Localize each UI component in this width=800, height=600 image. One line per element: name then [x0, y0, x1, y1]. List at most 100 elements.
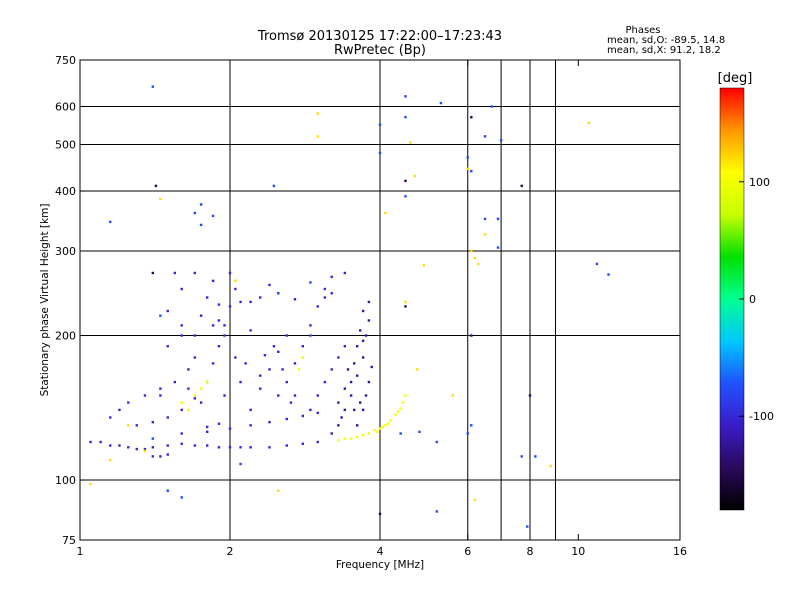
data-point-2-3 — [355, 435, 359, 439]
data-point-0-64 — [259, 296, 262, 299]
data-point-0-63 — [249, 300, 252, 304]
data-point-3-9 — [490, 105, 493, 108]
data-point-4-15 — [277, 489, 280, 492]
data-point-0-14 — [239, 446, 242, 449]
data-point-0-39 — [193, 334, 197, 337]
data-point-4-1 — [316, 135, 319, 138]
data-point-3-4 — [199, 223, 203, 227]
y-tick-label-7: 750 — [55, 54, 76, 67]
colorbar-ticks: 100 0 -100 — [739, 176, 774, 423]
data-point-0-29 — [228, 305, 232, 308]
data-point-3-15 — [466, 156, 469, 159]
data-point-1-11 — [370, 365, 373, 369]
data-point-0-84 — [330, 292, 333, 295]
data-point-0-48 — [277, 394, 280, 397]
data-point-3-7 — [404, 95, 407, 98]
data-point-4-5 — [422, 264, 426, 267]
x-tick-label-2: 4 — [377, 545, 384, 558]
stats-heading: Phases — [625, 25, 660, 36]
data-point-2-7 — [378, 427, 382, 430]
data-point-2-21 — [187, 408, 190, 412]
data-point-4-23 — [234, 279, 237, 283]
data-point-1-5 — [361, 356, 365, 359]
data-point-0-88 — [143, 394, 147, 397]
data-point-4-11 — [159, 197, 162, 201]
data-point-0-33 — [228, 427, 232, 430]
data-point-0-83 — [323, 296, 327, 299]
colorbar-tick-label-1: 0 — [749, 293, 756, 306]
y-tick-label-0: 75 — [62, 534, 76, 547]
data-point-2-15 — [381, 425, 384, 429]
data-point-0-38 — [316, 411, 319, 415]
data-point-3-35 — [470, 424, 473, 427]
data-point-3-28 — [180, 496, 183, 499]
data-point-1-2 — [343, 408, 347, 412]
data-point-0-62 — [343, 345, 347, 348]
data-point-0-58 — [316, 394, 319, 397]
data-point-0-49 — [285, 380, 288, 384]
data-point-0-7 — [151, 446, 155, 449]
data-point-4-16 — [451, 394, 455, 397]
data-point-0-16 — [268, 446, 271, 449]
data-point-4-8 — [477, 262, 480, 266]
data-point-3-25 — [534, 455, 537, 458]
data-point-3-13 — [483, 135, 487, 138]
data-point-2-9 — [389, 419, 392, 422]
data-point-0-86 — [118, 408, 121, 412]
data-point-0-47 — [285, 334, 288, 337]
data-point-0-19 — [316, 440, 319, 444]
data-point-0-82 — [249, 329, 252, 332]
data-point-0-109 — [217, 422, 221, 425]
data-point-1-1 — [337, 424, 340, 427]
data-point-3-11 — [404, 116, 407, 119]
data-point-0-56 — [343, 271, 347, 275]
data-point-2-20 — [199, 387, 203, 390]
data-point-0-92 — [223, 394, 226, 397]
data-point-3-17 — [404, 195, 407, 198]
data-point-0-43 — [249, 408, 252, 412]
x-axis-ticks: 1 2 4 6 8 10 16 — [77, 60, 687, 558]
data-point-4-13 — [109, 458, 112, 462]
data-point-0-13 — [228, 446, 232, 449]
data-point-3-23 — [466, 432, 469, 435]
colorbar-label: [deg] — [718, 71, 753, 86]
data-point-3-21 — [595, 262, 599, 266]
data-point-0-2 — [109, 444, 112, 447]
data-point-3-5 — [159, 314, 162, 317]
data-point-1-0 — [330, 432, 333, 435]
data-point-4-4 — [413, 174, 417, 178]
x-tick-label-6: 16 — [673, 545, 687, 558]
data-point-1-18 — [367, 300, 371, 304]
data-point-0-31 — [180, 432, 183, 435]
data-point-0-87 — [127, 401, 130, 404]
data-point-3-24 — [520, 455, 523, 458]
stats-line-o: mean, sd,O: -89.5, 14.8 — [607, 35, 725, 46]
data-point-0-95 — [293, 394, 297, 397]
data-point-2-2 — [349, 437, 353, 440]
plot-area — [79, 59, 681, 541]
data-point-0-72 — [159, 394, 162, 397]
data-point-1-25 — [361, 339, 365, 343]
data-point-0-70 — [187, 368, 190, 371]
x-axis-label: Frequency [MHz] — [336, 559, 424, 571]
data-point-0-89 — [159, 387, 162, 390]
data-point-5-1 — [520, 184, 523, 188]
data-point-4-20 — [415, 368, 419, 371]
x-tick-label-3: 6 — [464, 545, 471, 558]
data-point-3-27 — [526, 525, 529, 528]
data-point-1-6 — [364, 334, 368, 337]
data-point-0-76 — [180, 287, 183, 291]
data-point-2-1 — [343, 437, 347, 440]
data-point-2-8 — [384, 424, 387, 427]
data-point-2-4 — [361, 433, 365, 437]
data-point-2-0 — [337, 439, 340, 442]
data-point-5-7 — [470, 116, 473, 119]
data-point-0-78 — [217, 303, 221, 306]
data-point-5-8 — [470, 334, 473, 337]
data-point-1-13 — [358, 401, 362, 404]
data-point-3-16 — [470, 169, 473, 173]
data-point-1-12 — [355, 424, 359, 427]
data-point-3-3 — [211, 214, 215, 218]
data-point-0-106 — [159, 455, 162, 458]
data-point-3-30 — [239, 462, 242, 466]
